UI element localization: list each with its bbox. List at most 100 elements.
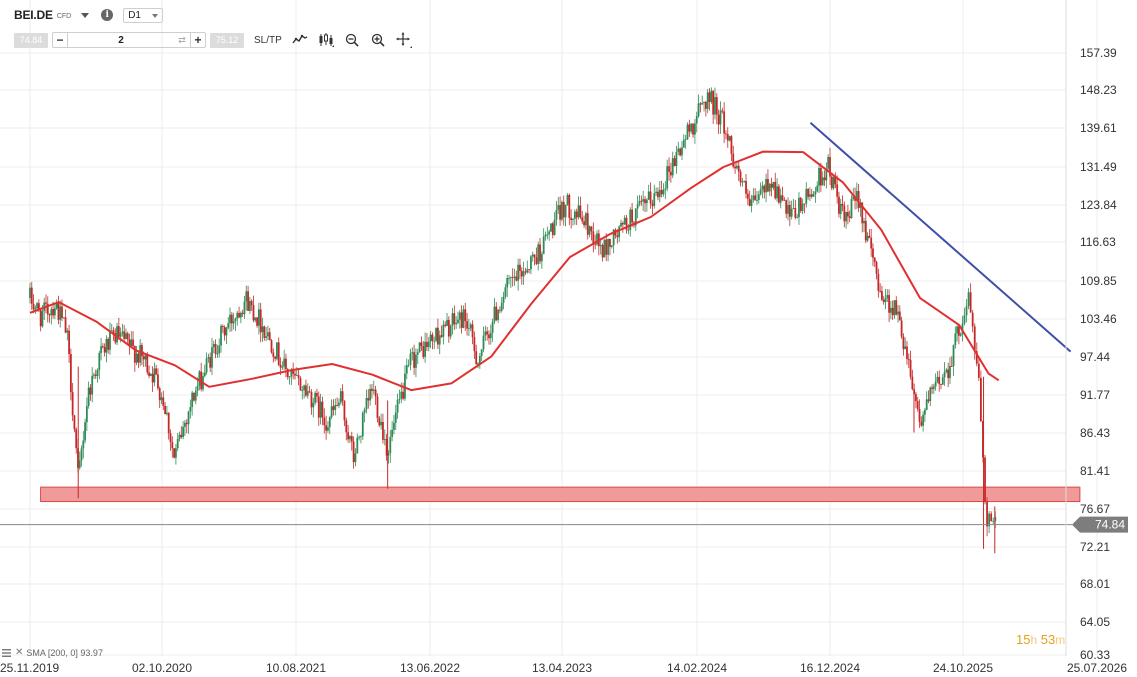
candle-body (229, 314, 231, 324)
candle-body (664, 188, 667, 190)
candle-body (925, 399, 928, 410)
candle-body (123, 331, 126, 339)
candle-body (176, 439, 179, 449)
y-tick-label: 60.33 (1080, 648, 1110, 662)
ask-price[interactable]: 75.12 (210, 32, 244, 48)
candle-body (625, 217, 628, 231)
bid-price[interactable]: 74.84 (14, 32, 48, 48)
candle-body (647, 191, 650, 200)
candle-body (216, 353, 219, 355)
line-chart-icon[interactable] (292, 32, 308, 48)
quantity-input[interactable]: 2 (118, 34, 124, 46)
increase-button[interactable]: + (190, 33, 205, 47)
candle-body (520, 270, 523, 277)
candle-body (352, 441, 355, 463)
candle-body (579, 205, 582, 218)
candle-body (599, 245, 602, 247)
candle-body (164, 405, 166, 415)
candle-body (91, 375, 94, 395)
y-tick-label: 76.67 (1080, 502, 1110, 516)
zoom-in-icon[interactable] (370, 32, 386, 48)
x-tick-label: 16.12.2024 (800, 661, 860, 675)
candle-body (634, 208, 637, 226)
candle-body (906, 346, 908, 359)
candle-body (220, 325, 222, 346)
candle-body (913, 389, 916, 395)
candle-body (992, 520, 995, 522)
candle-body (864, 220, 867, 241)
candle-body (336, 404, 339, 406)
candle-body (380, 421, 383, 426)
candle-body (772, 181, 775, 188)
candle-body (734, 166, 736, 169)
cfd-badge: CFD (56, 12, 72, 20)
candle-body (801, 203, 804, 212)
candle-body (675, 152, 678, 166)
candle-body (898, 311, 901, 321)
candle-body (68, 330, 70, 354)
candle-body (34, 308, 37, 310)
candle-body (198, 371, 201, 386)
candle-body (116, 326, 118, 343)
candle-body (763, 185, 766, 193)
candle-body (918, 409, 921, 422)
info-icon[interactable]: i (101, 9, 114, 21)
candle-body (272, 352, 275, 357)
candle-body (252, 305, 255, 321)
candle-body (666, 166, 669, 189)
indicator-settings-icon[interactable] (2, 648, 11, 657)
candle-body (57, 303, 60, 320)
candle-body (411, 352, 414, 354)
zoom-out-icon[interactable] (344, 32, 360, 48)
sl-tp-button[interactable]: SL/TP (254, 34, 282, 46)
candle-body (398, 398, 401, 400)
candle-body (870, 237, 873, 249)
candle-body (693, 123, 696, 135)
candle-body (103, 347, 106, 353)
candle-body (877, 273, 880, 291)
quantity-stepper[interactable]: − 2 ⇄ + (52, 32, 206, 48)
candle-body (631, 209, 633, 223)
timeframe-select[interactable]: D1 (123, 7, 164, 23)
candle-body (601, 245, 604, 258)
swap-icon[interactable]: ⇄ (178, 34, 186, 45)
candle-body (261, 326, 264, 333)
candle-body (977, 363, 980, 378)
candle-body (453, 313, 456, 325)
candle-body (513, 276, 516, 278)
candle-body (934, 381, 937, 387)
decrease-button[interactable]: − (53, 33, 68, 47)
candle-body (524, 271, 527, 273)
candle-body (508, 277, 510, 279)
candle-body (114, 333, 117, 343)
candle-body (770, 183, 773, 188)
candle-body (868, 235, 871, 238)
candle-body (277, 342, 280, 365)
candle-body (575, 211, 578, 218)
candle-body (809, 194, 811, 197)
candle-body (904, 346, 907, 350)
candle-body (947, 369, 950, 379)
candle-body (354, 453, 357, 463)
candle-body (752, 195, 755, 200)
crosshair-icon[interactable] (395, 32, 412, 48)
y-tick-label: 68.01 (1080, 577, 1110, 591)
candle-body (371, 388, 373, 391)
candle-body (39, 310, 42, 327)
trendline (809, 122, 1072, 353)
candle-body (321, 401, 324, 418)
candle-body (551, 223, 554, 235)
chevron-down-icon[interactable] (81, 12, 90, 18)
candle-body (728, 136, 731, 141)
candle-body (316, 392, 318, 397)
candle-body (958, 326, 960, 336)
candle-body (387, 453, 390, 456)
candle-body (741, 181, 744, 183)
candle-body (640, 200, 643, 202)
close-icon[interactable]: ✕ (15, 647, 24, 658)
candle-body (819, 167, 822, 186)
candle-body (768, 183, 771, 192)
candlestick-icon[interactable] (318, 32, 334, 48)
symbol-label[interactable]: BEI.DE (14, 8, 53, 22)
